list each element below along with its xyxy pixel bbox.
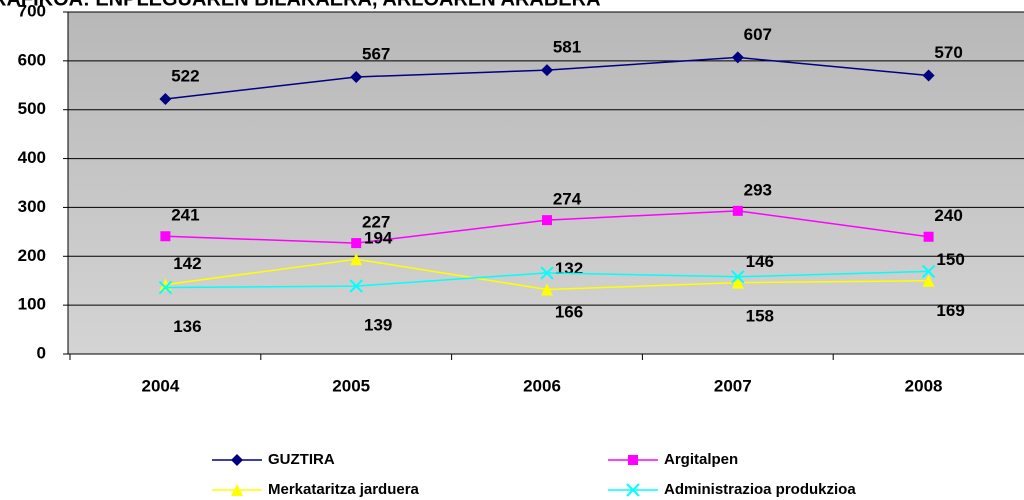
marker: [158, 280, 173, 295]
marker: [349, 279, 363, 293]
marker: [350, 70, 363, 83]
legend-marker: [628, 455, 638, 465]
y-tick-label: 300: [18, 197, 46, 216]
marker: [732, 205, 743, 216]
legend-marker: [626, 483, 640, 497]
data-label: 139: [364, 316, 392, 335]
x-tick-label: 2004: [141, 376, 179, 395]
x-tick-label: 2005: [332, 376, 370, 395]
data-label: 570: [934, 43, 962, 62]
marker: [922, 274, 935, 287]
x-tick-label: 2007: [714, 376, 752, 395]
marker: [542, 215, 552, 226]
data-label: 132: [555, 259, 583, 278]
data-label: 293: [744, 180, 772, 199]
marker: [351, 238, 362, 249]
marker: [731, 51, 744, 64]
data-label: 166: [555, 302, 583, 321]
legend-label: Argitalpen: [664, 451, 738, 468]
y-tick-label: 400: [18, 148, 46, 167]
data-label: 136: [173, 317, 201, 336]
data-label: 241: [171, 206, 199, 225]
x-tick-label: 2006: [523, 376, 561, 395]
marker: [731, 276, 744, 289]
marker: [350, 253, 363, 266]
y-tick-label: 200: [18, 246, 46, 265]
marker: [541, 283, 553, 296]
plot-area: [68, 12, 1024, 354]
data-label: 227: [362, 213, 390, 232]
data-label: 240: [934, 206, 962, 225]
y-tick-label: 500: [18, 99, 46, 118]
legend-marker: [231, 484, 243, 496]
data-label: 274: [553, 190, 582, 209]
data-label: 169: [936, 301, 964, 320]
data-label: 146: [746, 252, 774, 271]
data-label: 581: [553, 38, 581, 57]
marker: [921, 264, 936, 279]
marker: [159, 92, 172, 105]
data-label: 194: [364, 229, 393, 248]
marker: [922, 69, 935, 82]
chart-title: RAFIKOA: ENPLEGUAREN BILAKAERA, ARLOAREN…: [0, 0, 601, 10]
y-tick-label: 600: [18, 50, 46, 69]
marker: [541, 64, 553, 77]
data-label: 607: [744, 25, 772, 44]
marker: [540, 266, 554, 280]
marker: [923, 231, 934, 242]
y-tick-label: 100: [18, 295, 46, 314]
marker: [160, 231, 171, 242]
legend-label: GUZTIRA: [268, 451, 335, 468]
y-tick-label: 700: [18, 1, 46, 20]
legend-marker: [231, 454, 243, 466]
legend-label: Administrazioa produkzioa: [664, 481, 856, 498]
data-label: 142: [173, 254, 201, 273]
x-tick-label: 2008: [905, 376, 943, 395]
marker: [731, 270, 745, 284]
data-label: 522: [171, 66, 199, 85]
y-tick-label: 0: [37, 343, 46, 362]
data-label: 567: [362, 44, 390, 63]
legend-label: Merkataritza jarduera: [268, 481, 420, 498]
data-label: 158: [746, 306, 774, 325]
data-label: 150: [936, 250, 964, 269]
